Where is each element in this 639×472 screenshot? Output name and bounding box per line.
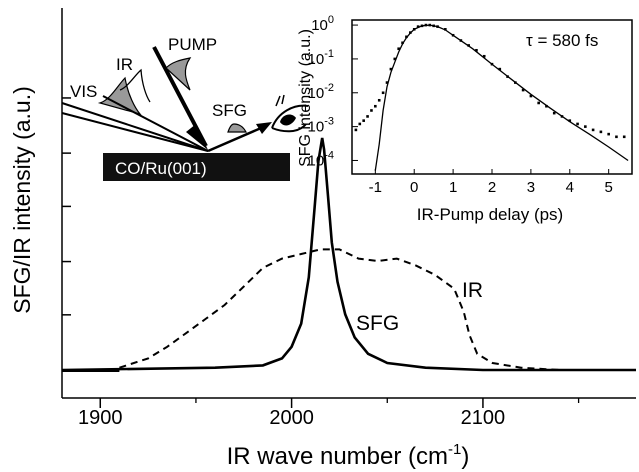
inset-data-point (607, 132, 610, 136)
inset-x-tick-label: 5 (604, 179, 612, 196)
ir-pulse-shape (119, 68, 151, 103)
inset-data-point (416, 25, 420, 28)
vis-beam-label: VIS (70, 82, 97, 101)
eyelash-marks (275, 94, 285, 107)
vis-beam-line (61, 102, 209, 152)
inset-data-point (389, 67, 393, 71)
inset-data-point (521, 88, 525, 92)
inset-y-tick-label: 10-4 (308, 149, 334, 169)
sfg-arrowhead (256, 122, 272, 134)
pump-pulse-shape (165, 57, 192, 91)
inset-y-tick-label: 10-1 (308, 48, 334, 68)
inset-data-point (377, 98, 381, 102)
sfg-beam-label: SFG (212, 101, 247, 120)
inset-data-point (615, 135, 618, 139)
inset-x-tick-label: 3 (527, 179, 535, 196)
pump-arrowhead (186, 124, 208, 150)
inset-x-tick-label: 2 (488, 179, 496, 196)
inset-data-point (374, 104, 377, 108)
inset-data-point (385, 81, 389, 84)
inset-data-point (482, 54, 486, 58)
inset-data-point (370, 109, 373, 112)
inset-data-point (537, 101, 540, 105)
inset-data-point (576, 122, 579, 126)
sfg-curve-label: SFG (356, 312, 399, 335)
inset-plot: -1 0 1 2 3 4 5 100 10-1 10-2 10-3 10-4 τ = 580 fs I… (297, 14, 633, 224)
inset-data-point (584, 125, 587, 128)
ir-beam-label: IR (116, 55, 133, 74)
inset-data-point (393, 57, 397, 61)
inset-data-point (381, 91, 385, 95)
inset-x-tick-label: 1 (449, 179, 457, 196)
main-x-tick-label: 2100 (461, 407, 506, 429)
ir-beam-line (102, 95, 209, 152)
inset-data-point (568, 119, 572, 122)
inset-y-tick-label: 10-3 (308, 116, 334, 136)
main-plot: 1900 2000 2100 SFG IR IR wave number (cm-1… (9, 8, 636, 470)
inset-ticks: -1 0 1 2 3 4 5 100 10-1 10-2 10-3 10-4 (308, 14, 613, 196)
inset-y-tick-label: 10-2 (308, 82, 334, 102)
inset-data-point (475, 48, 478, 52)
ir-curve-label: IR (462, 279, 483, 302)
inset-data-point (366, 115, 369, 118)
main-y-axis-label: SFG/IR intensity (a.u.) (9, 86, 35, 314)
main-x-axis-label: IR wave number (cm-1) (227, 441, 470, 470)
vis-beam-line-2 (61, 112, 209, 152)
main-x-tick-label: 1900 (78, 407, 123, 429)
inset-data-point (591, 128, 595, 132)
inset-y-axis-label: SFG intensity (a.u.) (297, 29, 314, 167)
main-x-ticks: 1900 2000 2100 (78, 398, 580, 429)
surface-label: CO/Ru(001) (115, 159, 207, 178)
inset-x-tick-label: 4 (566, 179, 574, 196)
inset-x-tick-label: -1 (369, 179, 382, 196)
inset-data-point (599, 130, 603, 134)
main-x-tick-label: 2000 (269, 407, 314, 429)
sfg-series-line (61, 137, 636, 372)
inset-data-point (529, 94, 533, 98)
inset-frame (351, 19, 633, 175)
inset-data-point (362, 119, 365, 122)
sfg-beam-line (207, 123, 269, 153)
vis-pulse-shape (97, 76, 142, 116)
inset-data-point (622, 135, 626, 139)
inset-data-point (545, 104, 548, 108)
inset-y-tick-label: 100 (311, 14, 334, 34)
surface-block (103, 153, 290, 181)
inset-data-point (397, 47, 400, 51)
inset-data-point (552, 111, 556, 115)
inset-data-point (358, 122, 362, 126)
pump-beam-label: PUMP (168, 35, 217, 54)
sfg-pulse-shape (227, 123, 247, 133)
inset-data-point (354, 128, 358, 132)
eye-icon (271, 104, 309, 133)
inset-x-tick-label: 0 (410, 179, 418, 196)
inset-x-axis-label: IR-Pump delay (ps) (417, 205, 563, 224)
eye-iris (280, 114, 296, 126)
experiment-schematic: CO/Ru(001) VIS IR PUMP SFG (61, 35, 309, 181)
main-y-ticks (62, 97, 71, 371)
inset-data-point (498, 67, 502, 71)
ir-series-line (119, 248, 636, 371)
inset-fit-line (374, 24, 629, 171)
inset-annotation: τ = 580 fs (526, 31, 598, 50)
